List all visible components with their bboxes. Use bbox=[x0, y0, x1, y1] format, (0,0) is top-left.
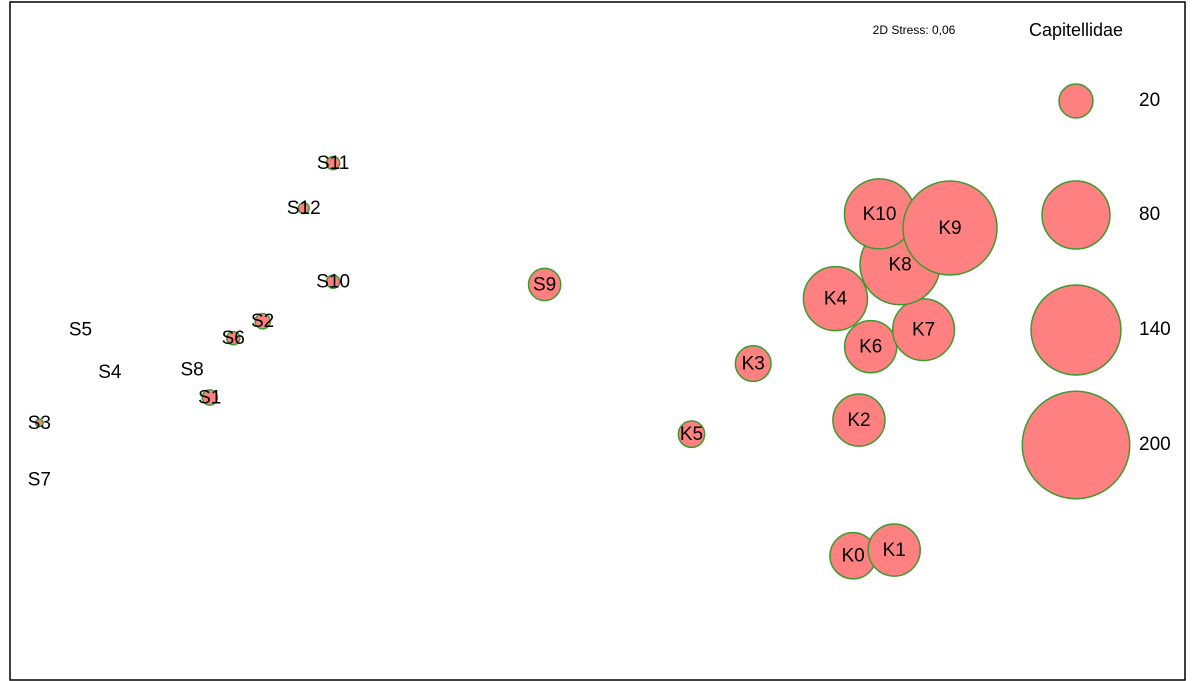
point-label: S1 bbox=[198, 388, 221, 409]
legend-label: 80 bbox=[1139, 204, 1160, 225]
bubble bbox=[843, 319, 898, 374]
bubble bbox=[254, 312, 271, 330]
bubble bbox=[802, 265, 869, 332]
legend-title: Capitellidae bbox=[1029, 20, 1123, 40]
point-label: S2 bbox=[251, 311, 274, 332]
bubble bbox=[902, 180, 998, 276]
legend-label: 140 bbox=[1139, 319, 1171, 340]
bubble bbox=[201, 389, 219, 406]
bubble bbox=[867, 523, 921, 577]
bubble bbox=[34, 418, 44, 428]
bubble bbox=[225, 330, 241, 346]
point-label: S8 bbox=[181, 359, 204, 380]
point-label: K6 bbox=[859, 337, 882, 358]
bubble bbox=[832, 393, 886, 447]
point-label: S3 bbox=[28, 413, 51, 434]
legend-bubble bbox=[1030, 284, 1122, 376]
point-label: S10 bbox=[316, 272, 350, 293]
point-label: K10 bbox=[863, 204, 897, 225]
bubble bbox=[734, 345, 772, 383]
bubble bbox=[891, 298, 956, 362]
point-label: S12 bbox=[287, 198, 321, 219]
point-label: K2 bbox=[847, 410, 870, 431]
point-label: S6 bbox=[222, 328, 245, 349]
legend-bubble bbox=[1021, 390, 1131, 500]
bubble bbox=[677, 420, 706, 449]
point-label: K1 bbox=[883, 540, 906, 561]
bubble bbox=[297, 202, 310, 215]
bubble bbox=[527, 267, 562, 302]
legend-bubble bbox=[1058, 83, 1094, 119]
bubble bbox=[325, 155, 341, 171]
point-label: S11 bbox=[317, 153, 349, 174]
point-label: K8 bbox=[888, 255, 911, 276]
point-label: K5 bbox=[680, 424, 703, 445]
point-label: K9 bbox=[938, 218, 961, 239]
point-label: S7 bbox=[28, 469, 51, 490]
legend-label: 20 bbox=[1139, 90, 1160, 111]
legend-label: 200 bbox=[1139, 434, 1171, 455]
point-label: K7 bbox=[912, 320, 935, 341]
point-label: K3 bbox=[742, 354, 765, 375]
point-label: K4 bbox=[824, 289, 848, 310]
point-label: S5 bbox=[69, 320, 92, 341]
point-label: K0 bbox=[841, 546, 864, 567]
point-label: S4 bbox=[98, 362, 122, 383]
point-label: S9 bbox=[533, 275, 556, 296]
bubble bbox=[325, 274, 341, 290]
legend-bubble bbox=[1041, 180, 1111, 250]
plot-frame bbox=[9, 1, 1186, 681]
stress-annotation: 2D Stress: 0,06 bbox=[873, 23, 956, 37]
